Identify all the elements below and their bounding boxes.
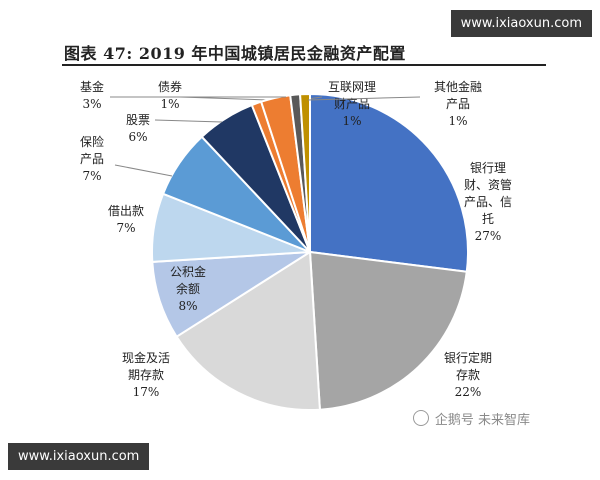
slice-label: 其他金融产品 1% (434, 79, 482, 128)
slice-label: 银行理财、资管产品、信托 27% (464, 161, 512, 243)
source-brand: 企鹅号 未来智库 (413, 409, 530, 428)
pie-slice (310, 94, 468, 272)
brand-icon (413, 410, 429, 426)
watermark-bottom: www.ixiaoxun.com (8, 443, 149, 470)
source-brand-text: 企鹅号 未来智库 (435, 413, 530, 428)
slice-label: 基金 3% (80, 79, 104, 111)
slice-label: 现金及活期存款 17% (122, 350, 170, 399)
slice-label: 银行定期存款 22% (444, 350, 492, 399)
leader-line (115, 165, 172, 176)
slice-label: 保险产品 7% (80, 134, 104, 183)
slice-label: 借出款 7% (108, 204, 144, 235)
leader-line (155, 120, 222, 122)
slice-label: 股票 6% (126, 113, 150, 144)
pie-slice (310, 252, 467, 410)
slice-label: 债券 1% (158, 79, 182, 111)
